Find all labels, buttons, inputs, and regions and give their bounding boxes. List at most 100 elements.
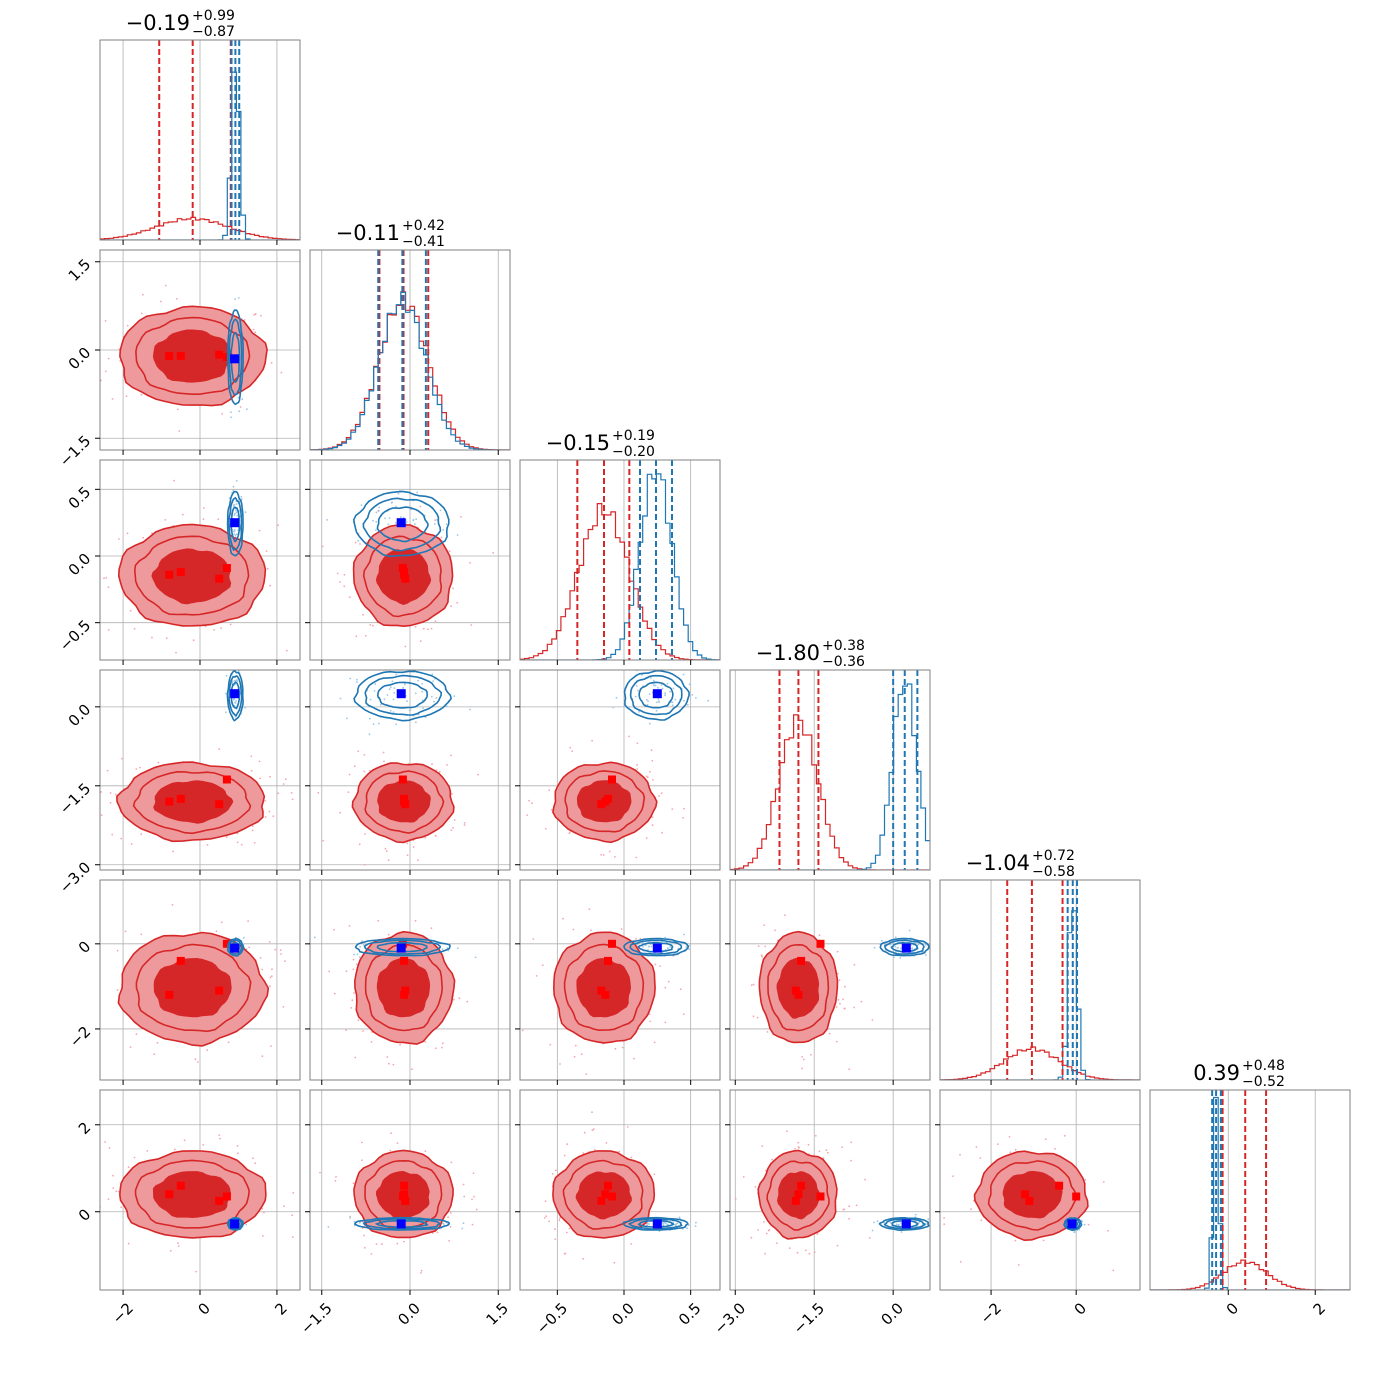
red-sample-point (760, 954, 763, 957)
blue-sample-point (637, 689, 639, 692)
red-sample-point (630, 1243, 633, 1245)
blue-sample-point (646, 1222, 649, 1225)
red-sample-point (734, 1198, 737, 1200)
blue-sample-point (897, 946, 899, 949)
blue-sample-point (360, 504, 363, 506)
red-sample-point (850, 1159, 852, 1162)
red-sample-point (554, 1238, 557, 1240)
red-sample-point (1014, 1148, 1017, 1151)
blue-contour-mid (628, 1218, 683, 1230)
blue-sample-point (871, 1229, 874, 1232)
blue-sample-point (433, 523, 436, 525)
red-sample-point (636, 764, 638, 766)
blue-contour-outer (226, 309, 244, 406)
red-sample-point (796, 1251, 799, 1254)
blue-contour-inner (637, 1219, 675, 1229)
blue-sample-point (379, 703, 382, 706)
blue-sample-point (237, 396, 240, 399)
blue-contour-inner (637, 941, 674, 953)
blue-sample-point (896, 1223, 898, 1226)
truth-marker (652, 943, 662, 953)
y-tick-label: 0.0 (65, 700, 95, 730)
red-sample-point (763, 924, 766, 926)
scatter-panel-3-1 (305, 669, 511, 875)
blue-sample-point (456, 947, 459, 950)
red-marker (797, 956, 806, 965)
red-sample-point (399, 1043, 401, 1046)
scatter-panel-5-4: −2 0 (935, 1089, 1141, 1328)
panel-title-plus: +0.99 (192, 8, 235, 24)
red-contour-mid (133, 535, 250, 616)
red-sample-point (202, 1144, 205, 1146)
red-sample-point (160, 300, 162, 303)
y-tick-label: 0 (75, 937, 94, 956)
blue-sample-point (240, 495, 243, 498)
blue-sample-point (691, 694, 694, 696)
red-sample-point (671, 808, 674, 810)
panel-content (100, 40, 300, 240)
red-sample-point (764, 1252, 766, 1255)
blue-sample-point (243, 936, 245, 939)
red-sample-point (229, 623, 232, 626)
blue-sample-point (237, 297, 240, 299)
red-sample-point (582, 1152, 585, 1155)
red-sample-point (441, 1046, 443, 1049)
panel-frame (519, 669, 721, 871)
red-marker (604, 1181, 612, 1190)
x-tick-label: −0.5 (533, 1299, 571, 1337)
blue-sample-point (922, 950, 925, 953)
red-sample-point (165, 637, 168, 640)
red-sample-point (164, 519, 167, 521)
red-marker (401, 986, 410, 995)
red-sample-point (980, 1219, 983, 1222)
red-sample-point (352, 958, 355, 961)
red-sample-point (345, 970, 348, 973)
red-sample-point (447, 1216, 449, 1219)
red-sample-point (563, 1253, 566, 1255)
blue-histogram (1150, 1096, 1350, 1290)
red-marker (398, 564, 407, 572)
red-sample-point (240, 843, 243, 846)
red-sample-point (362, 1030, 364, 1032)
blue-sample-point (433, 700, 435, 703)
panel-content (310, 880, 510, 1080)
red-sample-point (784, 914, 786, 916)
scatter-panel-1-0: 1.5 0.0 −1.5 (56, 249, 301, 470)
blue-sample-point (683, 933, 685, 936)
red-sample-point (151, 636, 153, 639)
blue-sample-point (232, 485, 235, 488)
red-sample-point (127, 1242, 130, 1245)
red-sample-point (742, 1176, 745, 1178)
blue-sample-point (461, 1227, 464, 1230)
blue-sample-point (421, 683, 424, 685)
red-sample-point (133, 627, 136, 630)
blue-sample-point (642, 945, 644, 948)
red-sample-point (357, 1019, 360, 1022)
blue-sample-point (384, 517, 386, 520)
blue-sample-point (469, 708, 471, 711)
blue-sample-point (641, 674, 643, 676)
red-sample-point (247, 920, 250, 922)
y-tick-label: 0.0 (65, 344, 95, 374)
blue-sample-point (629, 661, 631, 663)
red-sample-point (357, 750, 360, 753)
blue-sample-point (232, 489, 235, 492)
blue-sample-point (1083, 1223, 1086, 1226)
red-sample-point (218, 1134, 221, 1136)
blue-sample-point (648, 722, 651, 725)
red-sample-point (227, 1041, 230, 1044)
red-sample-point (339, 581, 341, 583)
red-sample-point (248, 946, 251, 949)
red-sample-point (842, 998, 844, 1001)
x-tick-label: 0.0 (877, 1299, 907, 1329)
red-sample-point (449, 1212, 452, 1214)
red-sample-point (826, 1151, 829, 1154)
red-sample-point (177, 1245, 180, 1247)
red-sample-point (628, 735, 630, 738)
panel-content (100, 460, 300, 660)
red-sample-point (169, 1249, 172, 1252)
blue-sample-point (235, 511, 238, 514)
blue-sample-point (647, 700, 649, 702)
red-sample-point (436, 1231, 439, 1234)
red-sample-point (452, 826, 454, 829)
